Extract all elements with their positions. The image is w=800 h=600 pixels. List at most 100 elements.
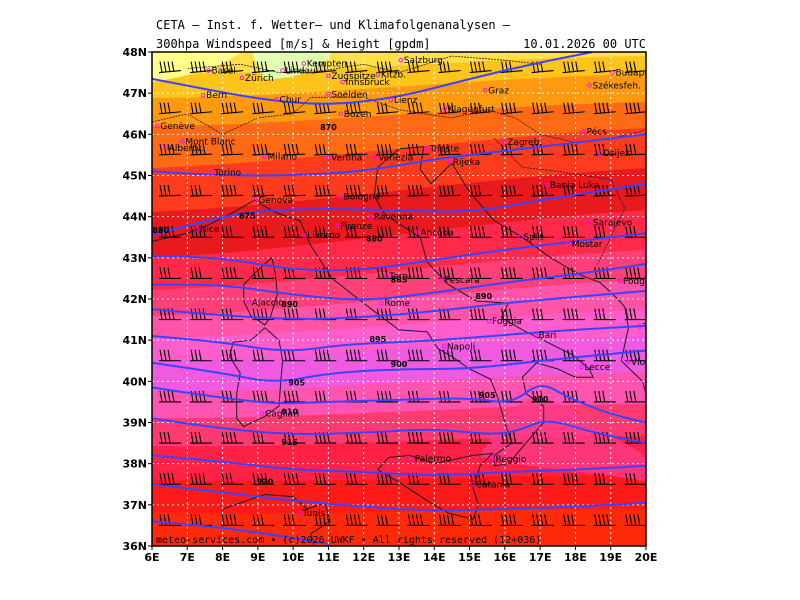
wind-barb — [531, 514, 554, 526]
city-dot — [597, 150, 603, 156]
city-name: Tunis — [301, 509, 325, 519]
wind-barb — [407, 61, 430, 74]
wind-barb — [283, 514, 306, 526]
city-marker: Salzburg — [398, 56, 443, 66]
wind-barb — [252, 267, 275, 279]
latitude-tick-label: 40N — [122, 375, 147, 388]
city-marker: Zürich — [239, 74, 274, 84]
isohypse-label: 880 — [152, 226, 169, 235]
wind-barb — [159, 102, 182, 115]
city-marker: Kitzb. — [375, 71, 406, 81]
wind-barb — [469, 184, 492, 197]
header-title: CETA — Inst. f. Wetter— und Klimafolgena… — [156, 18, 511, 32]
wind-barb — [624, 184, 646, 197]
wind-barb — [407, 349, 430, 362]
wind-barb — [624, 143, 646, 156]
isohypse-label: 915 — [281, 438, 298, 447]
wind-barb — [345, 431, 368, 444]
latitude-tick-label: 48N — [122, 46, 147, 59]
wind-barb — [562, 226, 585, 238]
wind-barb — [345, 143, 368, 156]
city-marker: Split — [518, 233, 544, 243]
city-marker: Firenze — [335, 222, 373, 232]
wind-barb — [314, 349, 337, 362]
wind-barb — [531, 102, 554, 115]
city-name: Rome — [384, 299, 410, 309]
isohypse-label: 905 — [479, 391, 496, 400]
wind-barb — [624, 390, 646, 403]
city-marker: Basel — [206, 67, 236, 77]
isohypse-line — [152, 349, 646, 382]
city-dot — [301, 232, 307, 238]
wind-barb — [252, 184, 275, 197]
wind-barb — [407, 184, 430, 197]
wind-barb — [376, 431, 399, 444]
wind-barb — [438, 61, 461, 74]
wind-barb — [283, 267, 306, 279]
longitude-tick-label: 9E — [250, 551, 265, 564]
isohypse-label: 870 — [320, 123, 337, 132]
city-name: Pécs — [587, 126, 608, 137]
wind-barb — [531, 226, 554, 238]
city-name: Podgorica — [623, 277, 667, 287]
city-marker: Catania — [470, 480, 510, 490]
city-dot — [424, 146, 429, 151]
wind-barb — [159, 349, 182, 362]
city-dot — [610, 70, 615, 75]
isohypses — [152, 52, 646, 545]
city-name: Terni — [388, 272, 410, 282]
city-marker: Nice — [194, 225, 220, 235]
city-name: Lienz — [394, 96, 418, 106]
wind-barb — [438, 226, 461, 238]
city-name: Ajaccio — [252, 298, 285, 308]
wind-barb — [345, 349, 368, 362]
wind-barb — [407, 514, 430, 526]
isohypse-line — [152, 417, 646, 445]
wind-barb — [469, 267, 492, 279]
city-name: Kitzb. — [381, 71, 406, 81]
city-marker: Genève — [155, 121, 195, 132]
isohypse-line — [152, 520, 330, 545]
latitude-tick-label: 37N — [122, 499, 147, 512]
city-dot — [338, 111, 344, 116]
city-name: Zürich — [245, 74, 274, 84]
wind-barb — [376, 308, 399, 321]
longitude-tick-label: 12E — [352, 551, 375, 564]
wind-barb — [221, 226, 244, 238]
longitude-tick-label: 18E — [564, 551, 587, 564]
city-dot — [442, 106, 448, 112]
city-dot — [388, 97, 394, 103]
city-dot — [180, 139, 185, 144]
city-dot — [544, 182, 550, 188]
city-marker: Korçë — [672, 352, 702, 362]
isohypse-line — [152, 289, 646, 320]
wind-barb — [252, 102, 275, 115]
wind-barb — [159, 431, 182, 444]
wind-barb — [283, 226, 306, 238]
wind-barb — [283, 61, 306, 74]
wind-barb — [500, 184, 523, 197]
city-dot — [518, 234, 523, 240]
city-marker: Rijeka — [447, 158, 480, 168]
city-name: Klagenfurt — [448, 105, 495, 115]
latitude-tick-label: 43N — [122, 252, 147, 265]
wind-barb — [593, 267, 616, 279]
city-marker: Vlorë — [625, 358, 646, 368]
city-name: Reggio — [496, 455, 527, 465]
longitude-tick-label: 15E — [458, 551, 481, 564]
city-name: Székesfeh. — [593, 80, 641, 91]
wind-barb — [562, 102, 585, 115]
wind-barb — [593, 473, 616, 485]
wind-barb — [469, 61, 492, 74]
city-marker: Terni — [384, 272, 411, 282]
windspeed-calm-area — [252, 52, 332, 79]
city-marker: Osijek — [597, 149, 631, 159]
wind-barb — [562, 473, 585, 485]
wind-barb — [221, 61, 244, 74]
isohypse-label: 875 — [239, 212, 256, 221]
wind-barb — [283, 349, 306, 362]
city-dot — [587, 83, 592, 88]
city-dot — [501, 139, 507, 145]
isohypse-label: 890 — [475, 292, 492, 301]
city-marker: Innsbruck — [340, 78, 390, 88]
